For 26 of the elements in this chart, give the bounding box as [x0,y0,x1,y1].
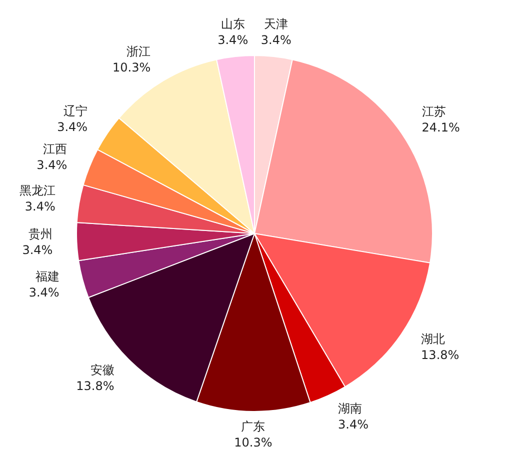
data-label: 24.1% [422,120,460,134]
slice-label: 江苏 [422,104,446,118]
slice-label: 贵州 [28,226,53,241]
slice-label: 广东 [241,420,266,434]
slice-label: 山东 [220,16,245,31]
data-label: 3.4% [24,200,56,214]
data-label: 10.3% [112,60,151,74]
data-label: 3.4% [57,120,88,134]
data-label: 3.4% [338,418,369,432]
slice-label: 湖南 [338,402,362,416]
slice-label: 辽宁 [64,104,88,118]
data-label: 3.4% [22,242,53,257]
data-label: 3.4% [28,286,60,300]
slice-label: 江西 [43,142,68,156]
data-label: 13.8% [76,379,114,394]
data-label: 3.4% [260,32,292,47]
slice-label: 天津 [264,16,288,31]
data-label: 13.8% [421,348,460,362]
data-label: 3.4% [218,32,248,47]
data-label: 10.3% [234,436,272,450]
slice-label: 黑龙江 [19,184,56,198]
slice-label: 安徽 [90,363,114,378]
slice-label: 福建 [35,270,60,284]
slice-label: 浙江 [126,44,151,58]
slice-label: 湖北 [421,332,446,346]
data-label: 3.4% [36,158,68,172]
